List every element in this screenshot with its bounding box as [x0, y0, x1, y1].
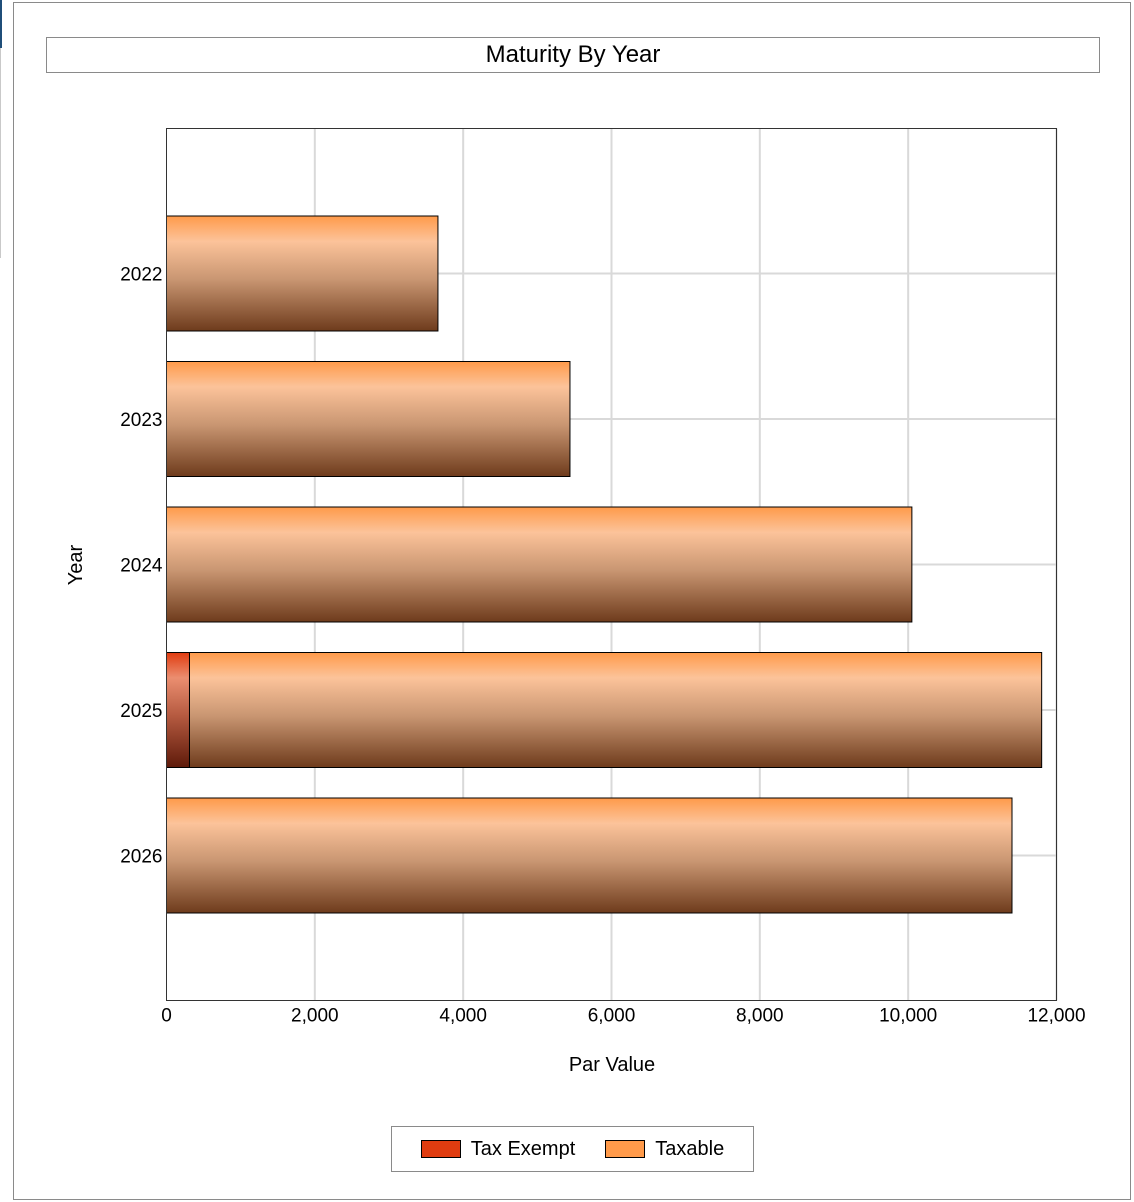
window-edge-accent	[0, 0, 2, 48]
legend-label-taxable: Taxable	[655, 1137, 725, 1160]
chart-title: Maturity By Year	[46, 37, 1100, 73]
bar-taxable-2022	[166, 215, 439, 332]
plot-area	[166, 128, 1057, 1001]
y-tick-label: 2024	[120, 556, 163, 577]
chart-title-text: Maturity By Year	[485, 41, 661, 68]
bar-taxable-2025	[188, 652, 1043, 768]
y-tick-label: 2023	[120, 410, 162, 431]
y-tick-labels: 2022 2023 2024 2025 2026	[120, 265, 163, 868]
x-axis-label: Par Value	[569, 1054, 655, 1076]
window-edge-line	[0, 48, 1, 258]
legend-swatch-tax-exempt	[420, 1140, 461, 1158]
y-axis-label: Year	[65, 544, 87, 585]
bar-tax-exempt-2025	[166, 652, 190, 768]
x-tick-label: 12,000	[1027, 1006, 1085, 1027]
x-tick-label: 4,000	[439, 1006, 487, 1027]
x-tick-label: 8,000	[736, 1006, 784, 1027]
y-tick-label: 2022	[120, 265, 162, 286]
legend-swatch-taxable	[605, 1140, 646, 1158]
bar-taxable-2024	[166, 506, 913, 623]
legend: Tax Exempt Taxable	[391, 1126, 754, 1172]
x-tick-label: 0	[161, 1006, 172, 1027]
legend-item-taxable: Taxable	[605, 1138, 724, 1161]
bar-taxable-2023	[166, 361, 571, 477]
x-tick-label: 2,000	[291, 1006, 339, 1027]
bars-group	[166, 215, 1043, 914]
legend-item-tax-exempt: Tax Exempt	[420, 1137, 576, 1161]
x-tick-label: 10,000	[879, 1006, 937, 1027]
x-tick-labels: 0 2,000 4,000 6,000 8,000 10,000 12,000	[161, 1006, 1085, 1027]
y-tick-label: 2025	[120, 701, 162, 722]
x-tick-label: 6,000	[588, 1006, 636, 1027]
legend-label-tax-exempt: Tax Exempt	[470, 1137, 576, 1160]
y-tick-label: 2026	[120, 847, 162, 868]
bar-taxable-2026	[166, 797, 1013, 914]
